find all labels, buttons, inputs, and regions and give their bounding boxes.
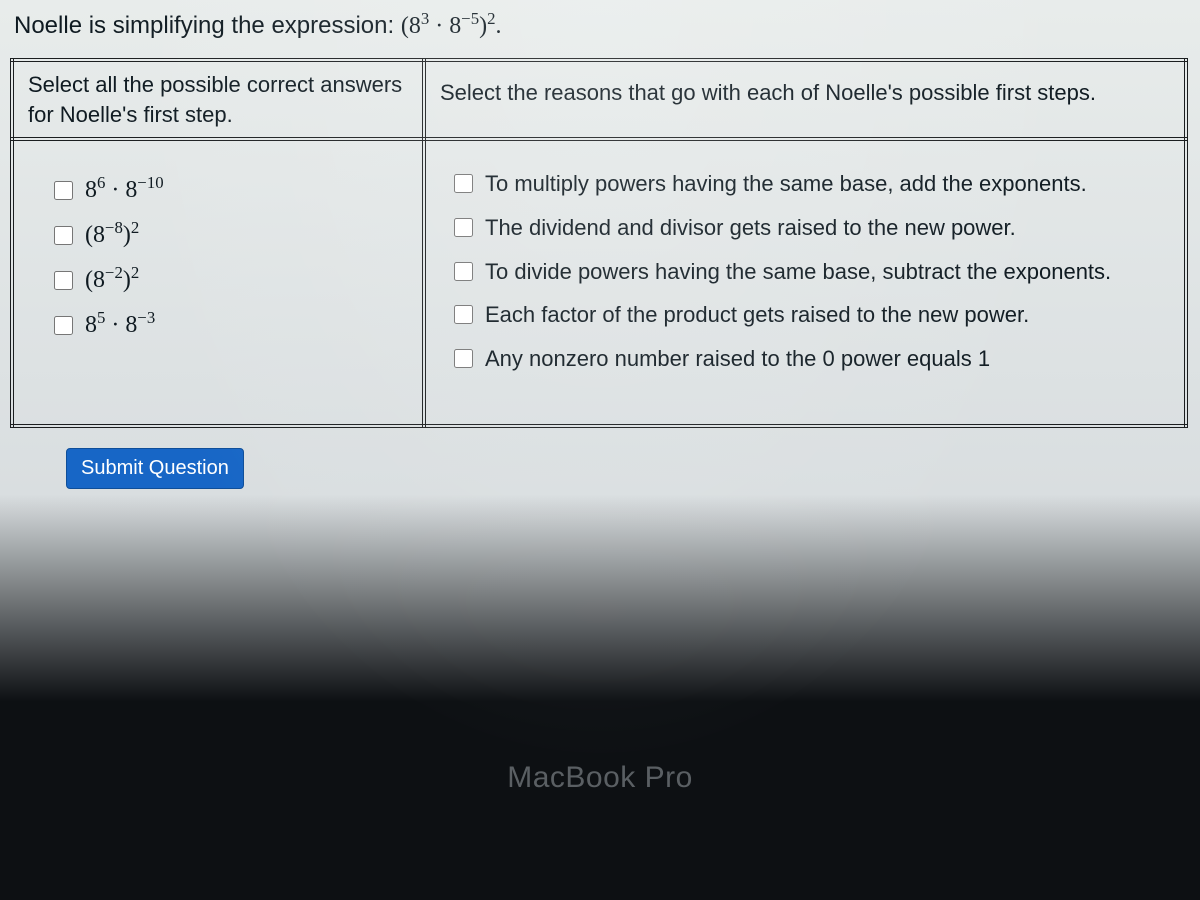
answer-label-1: 86 · 8−10	[85, 177, 164, 204]
reason-checkbox-1[interactable]	[454, 174, 473, 193]
submit-button[interactable]: Submit Question	[66, 448, 244, 489]
header-right-text: Select the reasons that go with each of …	[440, 80, 1096, 105]
answers-table: Select all the possible correct answers …	[10, 58, 1188, 428]
reason-option: The dividend and divisor gets raised to …	[454, 213, 1160, 243]
answer-option: 86 · 8−10	[54, 177, 394, 204]
question-prompt: Noelle is simplifying the expression: (8…	[10, 12, 1190, 40]
answer-checkbox-4[interactable]	[54, 316, 73, 335]
reason-option: Any nonzero number raised to the 0 power…	[454, 344, 1160, 374]
answer-option: (8−2)2	[54, 267, 394, 294]
answer-checkbox-3[interactable]	[54, 271, 73, 290]
answer-option: 85 · 8−3	[54, 312, 394, 339]
answer-checkbox-2[interactable]	[54, 226, 73, 245]
answer-checkbox-1[interactable]	[54, 181, 73, 200]
header-right-cell: Select the reasons that go with each of …	[424, 60, 1186, 139]
answer-label-3: (8−2)2	[85, 267, 139, 294]
answer-option: (8−8)2	[54, 222, 394, 249]
device-label: MacBook Pro	[0, 761, 1200, 795]
reason-label-1: To multiply powers having the same base,…	[485, 169, 1087, 199]
reason-checkbox-3[interactable]	[454, 262, 473, 281]
answer-label-4: 85 · 8−3	[85, 312, 155, 339]
submit-wrap: Submit Question	[10, 428, 1190, 489]
reason-checkbox-4[interactable]	[454, 305, 473, 324]
reason-label-2: The dividend and divisor gets raised to …	[485, 213, 1016, 243]
prompt-prefix: Noelle is simplifying the expression:	[14, 12, 401, 39]
reason-checkbox-5[interactable]	[454, 349, 473, 368]
header-left-cell: Select all the possible correct answers …	[12, 60, 424, 139]
header-left-text: Select all the possible correct answers …	[28, 72, 402, 127]
screen: Noelle is simplifying the expression: (8…	[0, 0, 1200, 900]
prompt-expression: (83 · 8−5)2.	[401, 13, 502, 39]
answers-cell: 86 · 8−10 (8−8)2 (8−2)2 85 · 8−3	[12, 139, 424, 425]
reason-label-5: Any nonzero number raised to the 0 power…	[485, 344, 990, 374]
reason-label-3: To divide powers having the same base, s…	[485, 257, 1111, 287]
answer-label-2: (8−8)2	[85, 222, 139, 249]
reason-checkbox-2[interactable]	[454, 218, 473, 237]
reasons-cell: To multiply powers having the same base,…	[424, 139, 1186, 425]
reason-option: To multiply powers having the same base,…	[454, 169, 1160, 199]
reason-label-4: Each factor of the product gets raised t…	[485, 300, 1029, 330]
reason-option: Each factor of the product gets raised t…	[454, 300, 1160, 330]
reason-option: To divide powers having the same base, s…	[454, 257, 1160, 287]
question-content: Noelle is simplifying the expression: (8…	[0, 0, 1200, 489]
